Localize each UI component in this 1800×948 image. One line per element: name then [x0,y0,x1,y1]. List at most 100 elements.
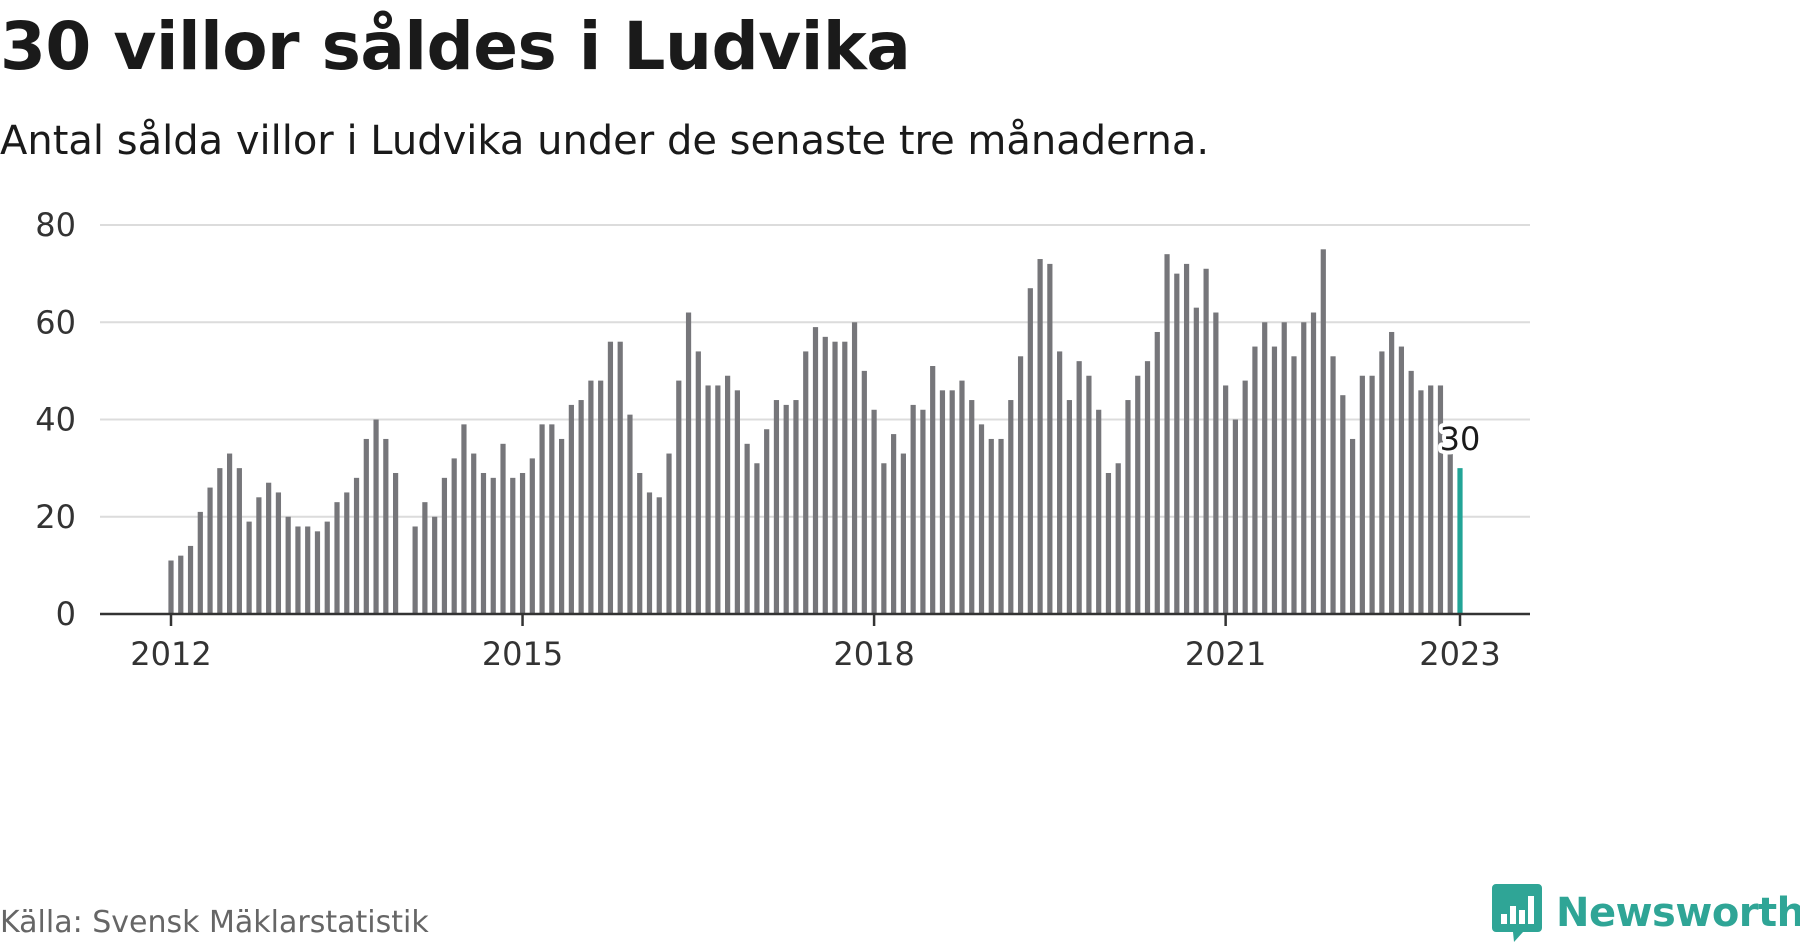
bar [451,458,457,614]
bar [1096,409,1102,614]
bar [236,468,242,615]
bar [422,502,428,614]
bar [1359,375,1365,614]
bar [988,438,994,614]
x-tick-label-2021: 2021 [1185,635,1266,673]
bar [353,477,360,614]
bar [1369,375,1375,614]
bar [1340,395,1346,614]
bar [812,327,819,614]
bar [617,341,623,614]
bar [1115,463,1121,614]
x-tick-label-2023: 2023 [1419,635,1500,673]
bar [1076,361,1082,614]
x-axis-ticks [169,614,1462,626]
bar [246,521,252,614]
bar [559,438,565,614]
bar [978,424,985,614]
bar [393,472,399,614]
x-tick-label-2018: 2018 [833,635,914,673]
bar [568,404,574,614]
bar [851,322,858,614]
bar [676,380,682,614]
bar [1379,351,1385,614]
bar [226,453,233,614]
bars [168,249,1463,615]
bar [1428,385,1434,614]
bar [646,492,653,614]
bar [734,390,740,614]
bar [1027,288,1033,614]
bar [959,380,965,614]
bar [1281,322,1287,614]
bar [939,390,946,614]
bar [1183,263,1190,614]
bar [197,511,203,614]
bar [1135,375,1141,614]
bar [275,492,282,614]
bar [715,385,721,614]
bar [1252,346,1258,614]
bar [685,312,692,614]
bar [861,370,867,615]
bar [949,390,955,614]
bar [1262,322,1268,614]
bar [1203,268,1209,614]
x-axis-tick-labels: 2012 2015 2018 2021 2023 [130,635,1500,673]
bar [588,380,594,614]
source-note: Källa: Svensk Mäklarstatistik [0,905,429,940]
newsworthy-logo-icon [1492,884,1542,942]
bar-chart: 0 20 40 60 80 2012 2015 2018 2021 2023 30 [35,206,1530,673]
y-tick-label-20: 20 [35,498,76,536]
bar [754,463,760,614]
bar [900,453,906,614]
bar [266,482,272,614]
bar [822,336,828,614]
bar [519,472,526,614]
bar [910,404,916,614]
chart-title: 30 villor såldes i Ludvika [0,8,911,85]
bar [666,453,672,614]
bar [607,341,614,614]
bar [285,516,291,614]
bar [1105,472,1112,614]
bar [1154,331,1160,614]
bar [783,404,789,614]
bar [1057,351,1063,614]
bar [461,424,467,614]
y-axis-tick-labels: 0 20 40 60 80 [35,206,76,633]
bar [578,400,584,614]
bar [744,443,750,614]
bar [490,477,496,614]
bar [500,443,506,614]
bar [1066,400,1072,614]
bar [773,400,780,614]
bar [1389,331,1395,614]
bar [1193,307,1199,614]
bar [598,380,604,614]
bar [363,438,369,614]
bar [891,434,897,614]
bar [1017,356,1024,614]
bar [187,545,194,614]
bar [1223,385,1229,614]
bar [1320,249,1326,614]
bar [334,502,340,614]
bar [1398,346,1405,614]
bar [803,351,809,614]
bar [178,555,184,614]
x-tick-label-2012: 2012 [130,635,211,673]
bar [539,424,545,614]
bar [1291,356,1297,614]
bar [637,472,643,614]
bar [871,409,877,614]
bar [1437,385,1444,614]
bar [881,463,887,614]
y-tick-label-80: 80 [35,206,76,244]
bar [998,438,1004,614]
bar [969,400,975,614]
bar [529,458,535,614]
bar [471,453,477,614]
bar [1213,312,1219,614]
bar [412,526,418,614]
